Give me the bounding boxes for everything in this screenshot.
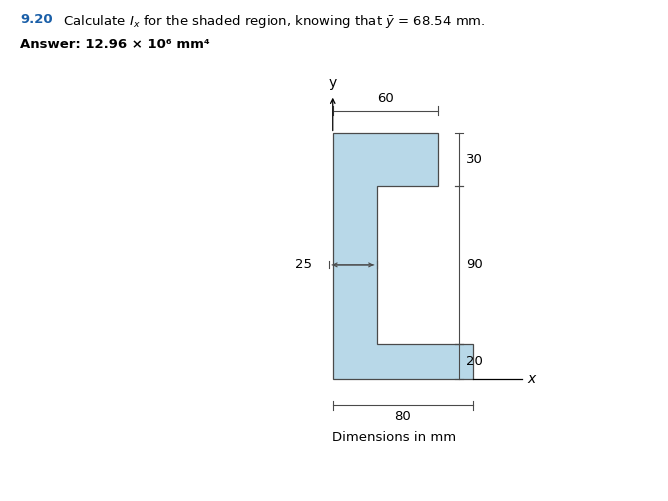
- Polygon shape: [333, 133, 473, 379]
- Text: Calculate $I_x$ for the shaded region, knowing that $\bar{y}$ = 68.54 mm.: Calculate $I_x$ for the shaded region, k…: [63, 13, 486, 30]
- Text: y: y: [329, 76, 337, 90]
- Text: 90: 90: [466, 259, 483, 272]
- Text: 25: 25: [295, 259, 312, 272]
- Text: 9.20: 9.20: [20, 13, 53, 26]
- Text: 60: 60: [377, 92, 393, 105]
- Text: Answer: 12.96 × 10⁶ mm⁴: Answer: 12.96 × 10⁶ mm⁴: [20, 38, 210, 51]
- Text: 30: 30: [466, 153, 483, 166]
- Text: 80: 80: [395, 410, 411, 423]
- Text: 20: 20: [466, 355, 483, 368]
- Text: x: x: [528, 372, 536, 386]
- Text: Dimensions in mm: Dimensions in mm: [332, 431, 456, 444]
